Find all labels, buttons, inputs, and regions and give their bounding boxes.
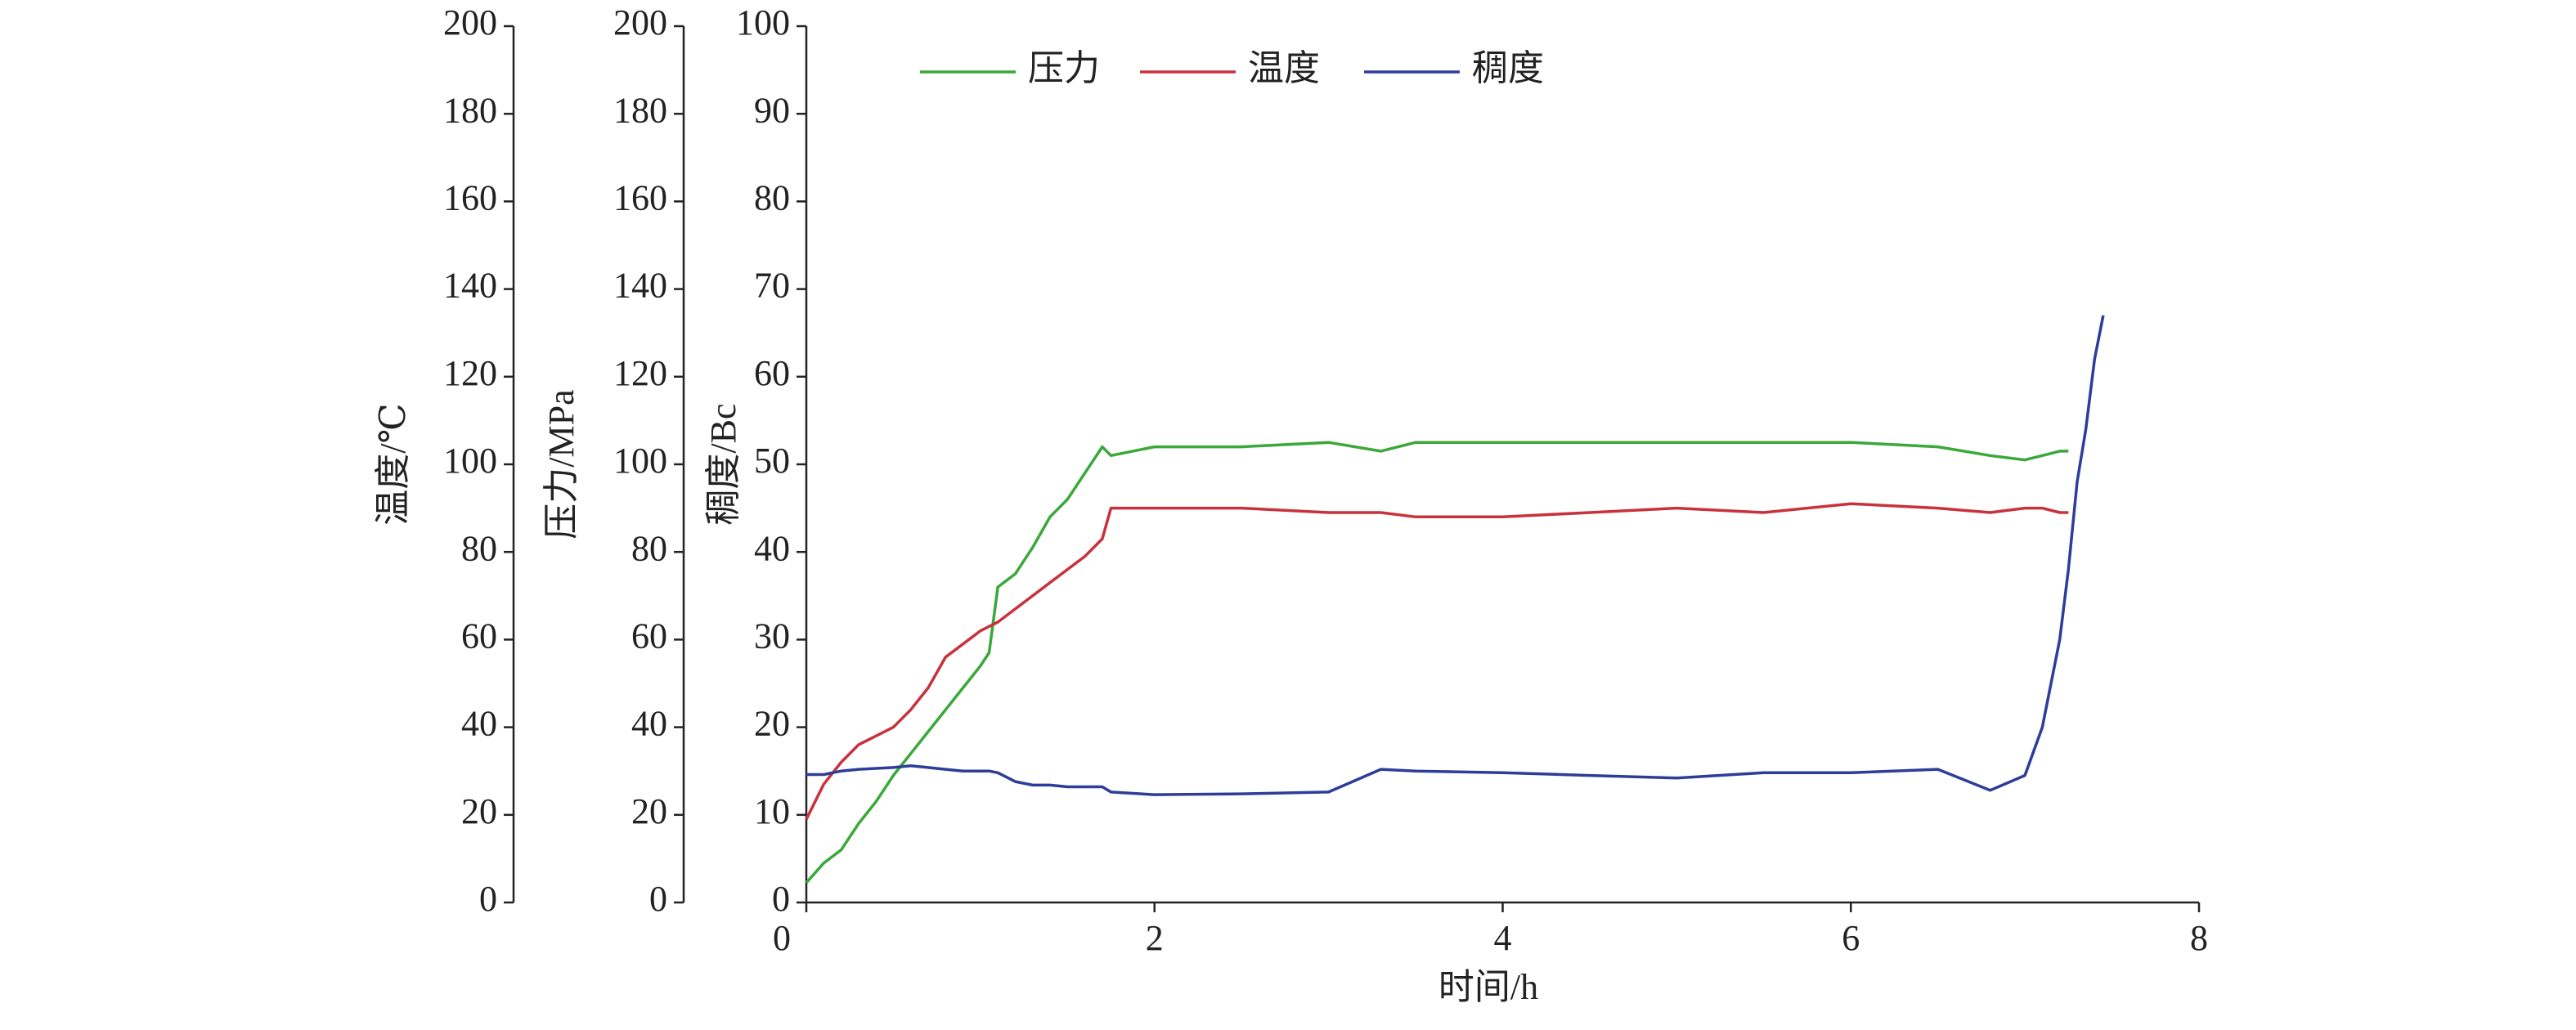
y-tick-label: 100 [736, 2, 790, 43]
y-tick-label: 100 [613, 441, 667, 481]
y-tick-label: 20 [461, 791, 497, 831]
y-tick-label: 60 [631, 616, 667, 656]
y-tick-label: 120 [613, 353, 667, 393]
y-tick-label: 0 [649, 879, 667, 919]
y-tick-label: 120 [443, 353, 497, 393]
y-tick-label: 180 [613, 90, 667, 130]
y-axis-title: 压力/MPa [541, 389, 581, 539]
y-axis-title: 温度/℃ [373, 403, 413, 525]
x-tick-label: 6 [1842, 918, 1860, 958]
y-tick-label: 80 [461, 528, 497, 568]
y-tick-label: 50 [754, 441, 790, 481]
y-tick-label: 70 [754, 266, 790, 306]
y-tick-label: 200 [613, 2, 667, 43]
x-tick-label: 8 [2190, 918, 2208, 958]
y-tick-label: 80 [754, 177, 790, 217]
y-tick-label: 40 [631, 704, 667, 744]
y-tick-label: 60 [754, 353, 790, 393]
y-tick-label: 40 [754, 528, 790, 568]
y-tick-label: 160 [613, 177, 667, 217]
y-tick-label: 40 [461, 704, 497, 744]
y-tick-label: 90 [754, 90, 790, 130]
series-line [805, 441, 2069, 884]
y-tick-label: 0 [772, 879, 790, 919]
x-tick-label: 0 [773, 918, 791, 958]
y-axis-title: 稠度/Bc [703, 403, 743, 525]
y-tick-label: 10 [754, 791, 790, 831]
y-tick-label: 20 [631, 791, 667, 831]
series-line [806, 315, 2105, 796]
y-tick-label: 30 [754, 616, 790, 656]
y-tick-label: 180 [443, 90, 497, 130]
y-tick-label: 200 [443, 2, 497, 43]
y-tick-label: 160 [443, 177, 497, 217]
x-tick-label: 4 [1494, 918, 1512, 958]
legend-label: 稠度 [1472, 48, 1544, 88]
legend-label: 压力 [1028, 48, 1100, 88]
y-tick-label: 60 [461, 616, 497, 656]
y-tick-label: 20 [754, 704, 790, 744]
y-tick-label: 0 [479, 879, 497, 919]
legend-label: 温度 [1248, 48, 1320, 88]
x-tick-label: 2 [1146, 918, 1164, 958]
y-tick-label: 140 [613, 266, 667, 306]
series-line [805, 502, 2069, 820]
y-tick-label: 100 [443, 441, 497, 481]
x-axis-title: 时间/h [1438, 967, 1538, 1007]
y-tick-label: 140 [443, 266, 497, 306]
y-tick-label: 80 [631, 528, 667, 568]
